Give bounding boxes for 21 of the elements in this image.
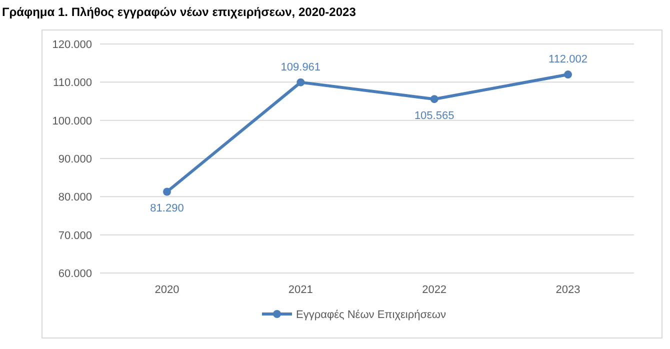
- point: [163, 188, 171, 196]
- text: 112.002: [548, 54, 588, 66]
- y-tick-label: 110.000: [53, 77, 92, 90]
- x-tick-label: 2021: [288, 284, 313, 296]
- point: [296, 78, 305, 86]
- point: [430, 95, 438, 104]
- y-tick-label: 100.000: [52, 115, 92, 128]
- x-tick-label: 2022: [422, 284, 447, 296]
- text: 81.290: [150, 202, 184, 215]
- point: [564, 70, 572, 79]
- x-tick-label: 2023: [556, 284, 580, 296]
- text: 105.565: [414, 110, 454, 122]
- y-tick-label: 120.000: [52, 39, 92, 51]
- y-tick-label: 70.000: [58, 230, 92, 242]
- y-tick-label: 90.000: [58, 154, 92, 166]
- y-tick-label: 60.000: [58, 268, 92, 280]
- chart-title: Γράφημα 1. Πλήθος εγγραφών νέων επιχειρήσεων, 2020-2023: [2, 5, 356, 19]
- x-tick-label: 2020: [154, 284, 180, 296]
- y-tick-label: 80.000: [58, 192, 92, 204]
- text: 109.961: [280, 61, 321, 74]
- legend-label: Εγγραφές Νέων Επιχειρήσεων: [296, 309, 446, 321]
